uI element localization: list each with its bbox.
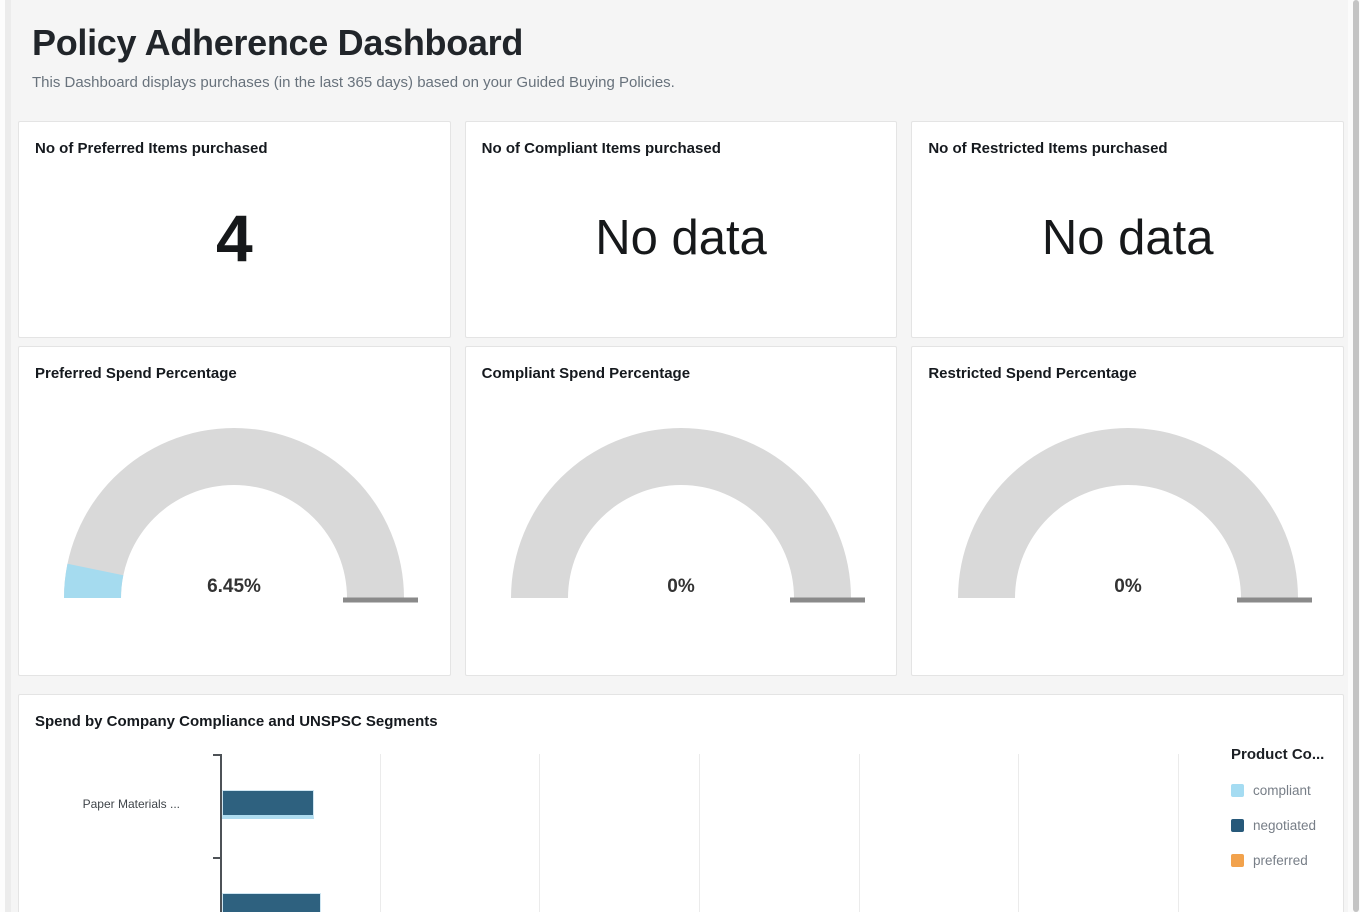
- kpi-value: 4: [215, 201, 253, 275]
- bar[interactable]: [222, 893, 321, 912]
- kpi-value-wrap: No data: [482, 157, 881, 319]
- legend-entry[interactable]: compliant: [1231, 783, 1324, 798]
- kpi-title: No of Restricted Items purchased: [928, 140, 1168, 157]
- kpi-card: No of Preferred Items purchased 4: [18, 121, 451, 338]
- gridline: [858, 754, 860, 912]
- legend-label: compliant: [1253, 783, 1311, 798]
- legend-entry[interactable]: negotiated: [1231, 818, 1324, 833]
- legend-title: Product Co...: [1231, 746, 1325, 763]
- y-axis: [220, 754, 222, 912]
- kpi-card: No of Restricted Items purchased No data: [911, 121, 1345, 338]
- gauge-track-arc: [957, 428, 1298, 598]
- gauge-title: Compliant Spend Percentage: [481, 365, 691, 382]
- bar-chart-card: Spend by Company Compliance and UNSPSC S…: [18, 694, 1344, 912]
- kpi-value: No data: [595, 211, 767, 265]
- legend-entry[interactable]: preferred: [1231, 853, 1324, 868]
- gauge-card: Compliant Spend Percentage 0%: [464, 346, 898, 676]
- gauge-chart: 6.45%: [64, 428, 419, 603]
- bar-chart-plot-area: Product Co... compliant negotiated preferr…: [35, 746, 1327, 912]
- gridline: [539, 754, 541, 912]
- gridline: [699, 754, 700, 912]
- kpi-row: No of Preferred Items purchased 4 No of Co…: [18, 121, 1345, 338]
- gridline: [1018, 754, 1020, 912]
- gauge-track-arc: [511, 428, 851, 598]
- left-edge-gutter: [0, 0, 5, 912]
- gauge-fill-arc: [64, 563, 124, 598]
- gauge-title: Restricted Spend Percentage: [928, 365, 1137, 382]
- bar[interactable]: [222, 790, 314, 819]
- axis-tick: [213, 857, 220, 859]
- legend-label: negotiated: [1253, 818, 1317, 833]
- left-edge-border: [5, 0, 11, 912]
- legend-swatch: [1231, 819, 1244, 832]
- legend-swatch: [1231, 784, 1244, 797]
- gauge-value-label: 6.45%: [207, 576, 261, 597]
- legend-swatch: [1231, 854, 1244, 867]
- gridline: [379, 754, 381, 912]
- page-title: Policy Adherence Dashboard: [32, 22, 524, 63]
- gauge-track-arc: [64, 428, 405, 598]
- gauge-chart: 0%: [957, 428, 1312, 603]
- dashboard-content: Policy Adherence Dashboard This Dashboar…: [18, 0, 1345, 912]
- legend-label: preferred: [1253, 853, 1308, 868]
- dashboard-header: Policy Adherence Dashboard This Dashboar…: [32, 0, 1344, 91]
- bar-chart-title: Spend by Company Compliance and UNSPSC S…: [35, 713, 438, 730]
- category-label: Paper Materials ...: [82, 797, 180, 811]
- kpi-title: No of Compliant Items purchased: [481, 140, 721, 157]
- gauge-card: Restricted Spend Percentage 0%: [911, 346, 1345, 676]
- gridline: [1178, 754, 1179, 912]
- scrollbar-track: [1348, 0, 1360, 912]
- gauge-value-label: 0%: [1114, 576, 1142, 597]
- scrollbar-thumb[interactable]: [1353, 0, 1359, 912]
- kpi-value-wrap: 4: [35, 157, 434, 319]
- kpi-title: No of Preferred Items purchased: [35, 140, 268, 157]
- kpi-card: No of Compliant Items purchased No data: [464, 121, 898, 338]
- axis-tick: [213, 754, 220, 756]
- gauge-row: Preferred Spend Percentage 6.45% Compliant…: [18, 346, 1345, 676]
- gauge-chart: 0%: [511, 428, 865, 603]
- gauge-title: Preferred Spend Percentage: [35, 365, 237, 382]
- gauge-value-label: 0%: [667, 576, 695, 597]
- bar-chart-legend: Product Co... compliant negotiated preferr…: [1231, 746, 1324, 868]
- gauge-card: Preferred Spend Percentage 6.45%: [18, 346, 451, 676]
- page-subtitle: This Dashboard displays purchases (in th…: [32, 74, 675, 91]
- kpi-value-wrap: No data: [928, 157, 1327, 319]
- kpi-value: No data: [1041, 211, 1214, 265]
